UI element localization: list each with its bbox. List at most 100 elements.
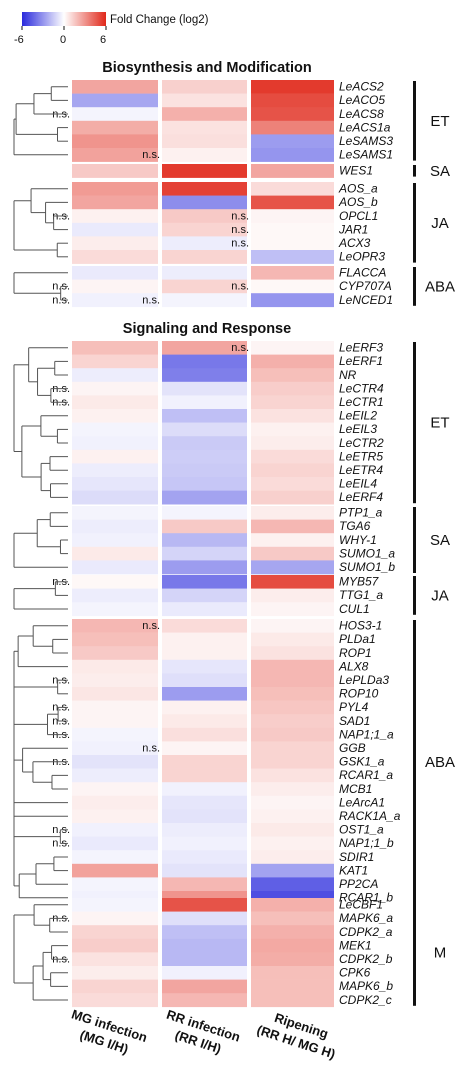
group-label: ET — [430, 113, 449, 130]
heatmap-cell — [162, 195, 247, 210]
gene-label: ROP1 — [339, 646, 372, 660]
heatmap-cell — [251, 195, 334, 210]
group-label: ET — [430, 415, 449, 432]
gene-label: LeSAMS1 — [339, 148, 393, 162]
heatmap-cell — [251, 546, 334, 561]
heatmap-cell — [162, 533, 247, 548]
heatmap-cell — [162, 449, 247, 464]
heatmap-cell — [251, 236, 334, 251]
heatmap-cell — [72, 395, 158, 410]
heatmap-cell — [162, 381, 247, 396]
heatmap-cell — [251, 120, 334, 135]
heatmap-cell — [251, 993, 334, 1008]
heatmap-cell — [72, 195, 158, 210]
gene-label: PP2CA — [339, 877, 378, 891]
heatmap-cell — [162, 436, 247, 451]
gene-label: LeOPR3 — [339, 250, 385, 264]
dendrogram — [13, 581, 68, 610]
heatmap-cell — [251, 809, 334, 824]
heatmap-cell — [162, 222, 247, 237]
heatmap-cell — [72, 381, 158, 396]
gene-label: NAP1;1_b — [339, 836, 394, 850]
gene-label: LeSAMS3 — [339, 134, 393, 148]
heatmap-cell — [72, 898, 158, 912]
gene-label: MAPK6_a — [339, 911, 393, 925]
heatmap-cell — [72, 341, 158, 355]
group-bracket — [413, 620, 416, 904]
heatmap-cell — [162, 519, 247, 534]
heatmap-cell — [72, 266, 158, 280]
heatmap-cell — [72, 993, 158, 1008]
ns-label: n.s. — [231, 281, 249, 293]
heatmap-cell — [72, 588, 158, 603]
heatmap-cell — [72, 490, 158, 505]
ns-label: n.s. — [142, 149, 160, 161]
heatmap-cell — [72, 632, 158, 647]
heatmap-cell — [251, 519, 334, 534]
heatmap-cell — [162, 93, 247, 108]
heatmap-cell — [72, 546, 158, 561]
heatmap-cell — [72, 293, 158, 308]
heatmap-cell — [162, 619, 247, 633]
legend-gradient-bar — [22, 12, 106, 26]
heatmap-cell — [162, 560, 247, 575]
gene-label: OST1_a — [339, 823, 384, 837]
heatmap-cell — [251, 911, 334, 926]
heatmap-cell — [72, 182, 158, 196]
heatmap-cell — [162, 809, 247, 824]
gene-label: LeERF1 — [339, 354, 383, 368]
heatmap-cell — [72, 477, 158, 491]
heatmap-cell — [72, 449, 158, 464]
heatmap-cell — [162, 646, 247, 661]
heatmap-cell — [72, 646, 158, 661]
heatmap-cell — [162, 148, 247, 162]
heatmap-cell — [162, 966, 247, 980]
heatmap-section: Biosynthesis and Modification LeACS2LeACO… — [13, 60, 455, 308]
dendrogram — [13, 86, 68, 156]
heatmap-cell — [251, 632, 334, 647]
heatmap-cell — [72, 209, 158, 224]
gene-label: LeERF4 — [339, 490, 383, 504]
heatmap-cell — [162, 741, 247, 756]
heatmap-cell — [162, 673, 247, 688]
legend-tick-label: 0 — [60, 34, 66, 46]
gene-label: LeCTR2 — [339, 436, 384, 450]
heatmap-cell — [72, 533, 158, 548]
heatmap-cell — [72, 863, 158, 878]
heatmap-cell — [72, 619, 158, 633]
heatmap-cell — [162, 755, 247, 769]
heatmap-cell — [72, 250, 158, 264]
group-bracket — [413, 165, 416, 177]
heatmap-cell — [251, 850, 334, 865]
heatmap-cell — [72, 836, 158, 851]
heatmap-cell — [251, 222, 334, 237]
heatmap-cell — [251, 823, 334, 837]
heatmap-cell — [162, 938, 247, 953]
heatmap-cell — [162, 911, 247, 926]
gene-label: RCAR1_a — [339, 768, 393, 782]
gene-label: SUMO1_a — [339, 546, 395, 560]
heatmap-cell — [251, 368, 334, 383]
heatmap-cell — [162, 687, 247, 701]
ns-label: n.s. — [142, 294, 160, 306]
heatmap-cell — [251, 588, 334, 603]
gene-label: LeETR4 — [339, 463, 383, 477]
heatmap-cell — [251, 727, 334, 742]
heatmap-cell — [162, 795, 247, 810]
gene-label: ROP10 — [339, 687, 379, 701]
gene-label: AOS_b — [338, 195, 378, 209]
heatmap-cell — [251, 836, 334, 851]
gene-label: GGB — [339, 741, 366, 755]
heatmap-cell — [251, 952, 334, 967]
gene-label: LeETR5 — [339, 449, 383, 463]
gene-label: HOS3-1 — [339, 619, 382, 633]
heatmap-cell — [72, 850, 158, 865]
gene-label: LeCTR4 — [339, 381, 384, 395]
heatmap-cell — [251, 381, 334, 396]
heatmap-cell — [251, 354, 334, 369]
gene-label: FLACCA — [339, 266, 386, 280]
